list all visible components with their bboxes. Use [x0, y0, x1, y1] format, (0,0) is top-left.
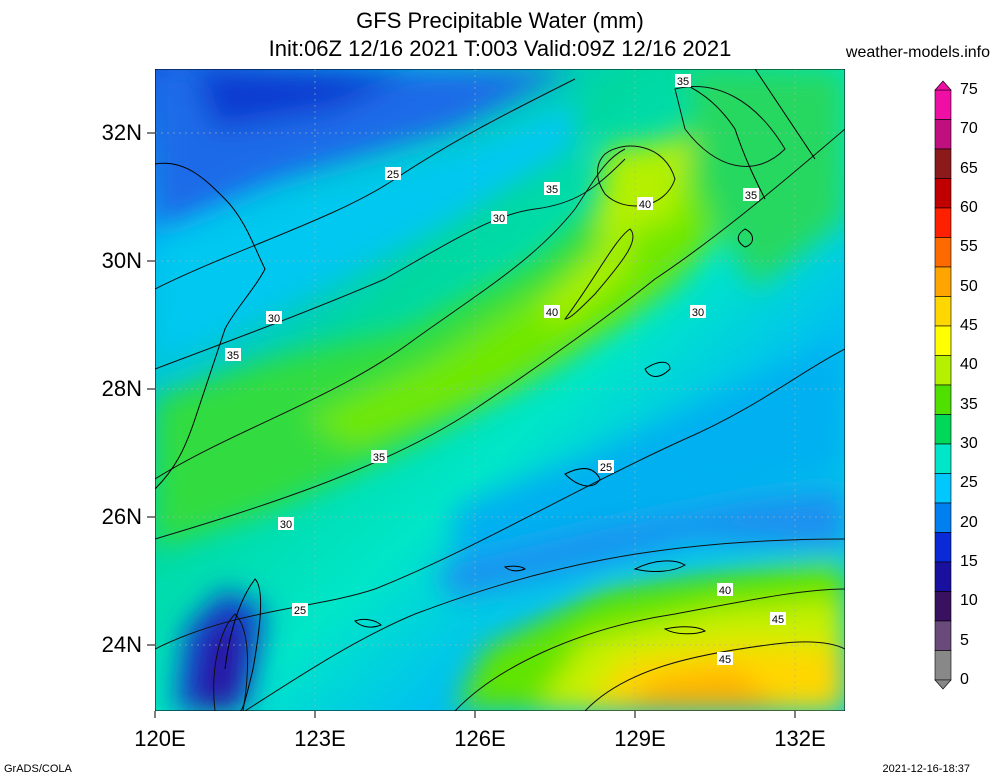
- colorbar-swatch: [934, 532, 952, 563]
- colorbar-max-arrow: [934, 80, 952, 91]
- colorbar-tick-label: 75: [960, 81, 978, 98]
- colorbar-min-arrow: [934, 679, 952, 690]
- colorbar-swatch: [934, 119, 952, 150]
- lat-label: 24N: [101, 632, 142, 657]
- lat-label: 32N: [101, 120, 142, 145]
- contour-label: 35: [373, 452, 385, 464]
- colorbar-tick-label: 20: [960, 513, 978, 531]
- footer-right: 2021-12-16-18:37: [882, 763, 970, 775]
- contour-label: 30: [268, 313, 280, 325]
- colorbar-tick-label: 25: [960, 474, 978, 492]
- contour-label: 35: [546, 184, 558, 196]
- colorbar-tick-label: 55: [960, 238, 978, 256]
- contour-label: 30: [493, 213, 505, 225]
- colorbar-tick-label: 5: [960, 631, 969, 649]
- contour-label: 25: [600, 462, 612, 474]
- contour-label: 45: [719, 654, 731, 666]
- colorbar-tick-label: 15: [960, 553, 978, 570]
- colorbar-swatch: [934, 148, 952, 179]
- colorbar-swatch: [934, 178, 952, 209]
- colorbar-tick-label: 65: [960, 159, 978, 177]
- contour-label: 40: [719, 585, 731, 597]
- contour-label: 30: [280, 519, 292, 531]
- site-label[interactable]: weather-models.info: [845, 44, 990, 61]
- contour-label: 40: [546, 307, 558, 319]
- colorbar-tick-label: 30: [960, 435, 978, 452]
- colorbar-tick-label: 70: [960, 120, 978, 138]
- colorbar-swatch: [934, 620, 952, 651]
- contour-labels: 35 25 35 40 35 30 40 30 30 35 35 25 30 2…: [225, 74, 786, 666]
- contour-label: 45: [772, 614, 784, 626]
- colorbar-tick-label: 35: [960, 395, 978, 413]
- colorbar-tick-label: 0: [960, 671, 969, 688]
- contour-label: 40: [639, 199, 651, 211]
- lon-label: 126E: [454, 726, 506, 751]
- colorbar-tick-label: 40: [960, 356, 978, 374]
- colorbar-swatch: [934, 237, 952, 268]
- colorbar-swatch: [934, 473, 952, 504]
- lon-label: 120E: [134, 726, 186, 751]
- contour-label: 35: [227, 350, 239, 362]
- colorbar-swatch: [934, 355, 952, 386]
- contour-label: 35: [745, 190, 757, 202]
- colorbar-swatch: [934, 591, 952, 622]
- colorbar-swatch: [934, 414, 952, 445]
- lon-label: 123E: [294, 726, 346, 751]
- chart-subtitle: Init:06Z 12/16 2021 T:003 Valid:09Z 12/1…: [268, 36, 732, 61]
- colorbar-swatch: [934, 296, 952, 327]
- colorbar-swatch: [934, 266, 952, 297]
- colorbar-tick-label: 50: [960, 277, 978, 295]
- colorbar-swatch: [934, 650, 952, 681]
- contour-label: 25: [387, 169, 399, 181]
- colorbar-tick-label: 60: [960, 199, 978, 216]
- lat-label: 28N: [101, 376, 142, 401]
- colorbar-swatch: [934, 325, 952, 356]
- colorbar-swatch: [934, 89, 952, 120]
- lon-label: 132E: [774, 726, 826, 751]
- footer-left: GrADS/COLA: [4, 763, 72, 775]
- lat-label: 26N: [101, 504, 142, 529]
- colorbar-swatch: [934, 502, 952, 533]
- colorbar: [934, 80, 952, 690]
- colorbar-swatch: [934, 384, 952, 415]
- contour-label: 30: [692, 307, 704, 319]
- chart-title: GFS Precipitable Water (mm): [356, 8, 644, 33]
- colorbar-swatch: [934, 561, 952, 592]
- contour-label: 25: [294, 605, 306, 617]
- colorbar-swatch: [934, 443, 952, 474]
- precipitable-water-map: 35 25 35 40 35 30 40 30 30 35 35 25 30 2…: [155, 69, 845, 711]
- lat-label: 30N: [101, 248, 142, 273]
- colorbar-tick-label: 45: [960, 317, 978, 334]
- contour-label: 35: [677, 76, 689, 88]
- lon-label: 129E: [614, 726, 666, 751]
- colorbar-swatch: [934, 207, 952, 238]
- colorbar-tick-label: 10: [960, 592, 978, 610]
